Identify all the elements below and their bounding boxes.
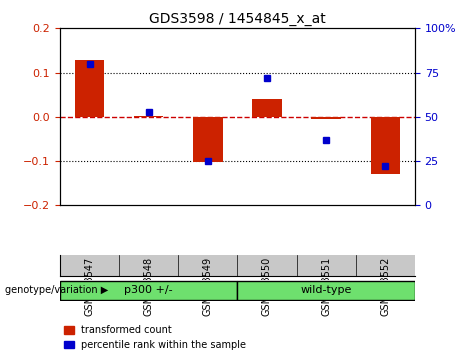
- Text: wild-type: wild-type: [301, 285, 352, 295]
- Text: p300 +/-: p300 +/-: [124, 285, 173, 295]
- FancyBboxPatch shape: [60, 281, 237, 300]
- Bar: [371, 117, 400, 175]
- Title: GDS3598 / 1454845_x_at: GDS3598 / 1454845_x_at: [149, 12, 326, 26]
- Text: GSM458551: GSM458551: [321, 257, 331, 316]
- Bar: [193, 117, 223, 162]
- Text: GSM458552: GSM458552: [380, 257, 390, 316]
- Legend: transformed count, percentile rank within the sample: transformed count, percentile rank withi…: [60, 321, 250, 354]
- Text: GSM458550: GSM458550: [262, 257, 272, 316]
- Text: GSM458548: GSM458548: [144, 257, 154, 316]
- Bar: [75, 60, 104, 117]
- Bar: [252, 99, 282, 117]
- Text: GSM458547: GSM458547: [84, 257, 95, 316]
- Text: GSM458549: GSM458549: [203, 257, 213, 316]
- FancyBboxPatch shape: [237, 281, 415, 300]
- Text: genotype/variation ▶: genotype/variation ▶: [5, 285, 108, 295]
- Bar: [134, 116, 164, 117]
- Bar: [311, 117, 341, 119]
